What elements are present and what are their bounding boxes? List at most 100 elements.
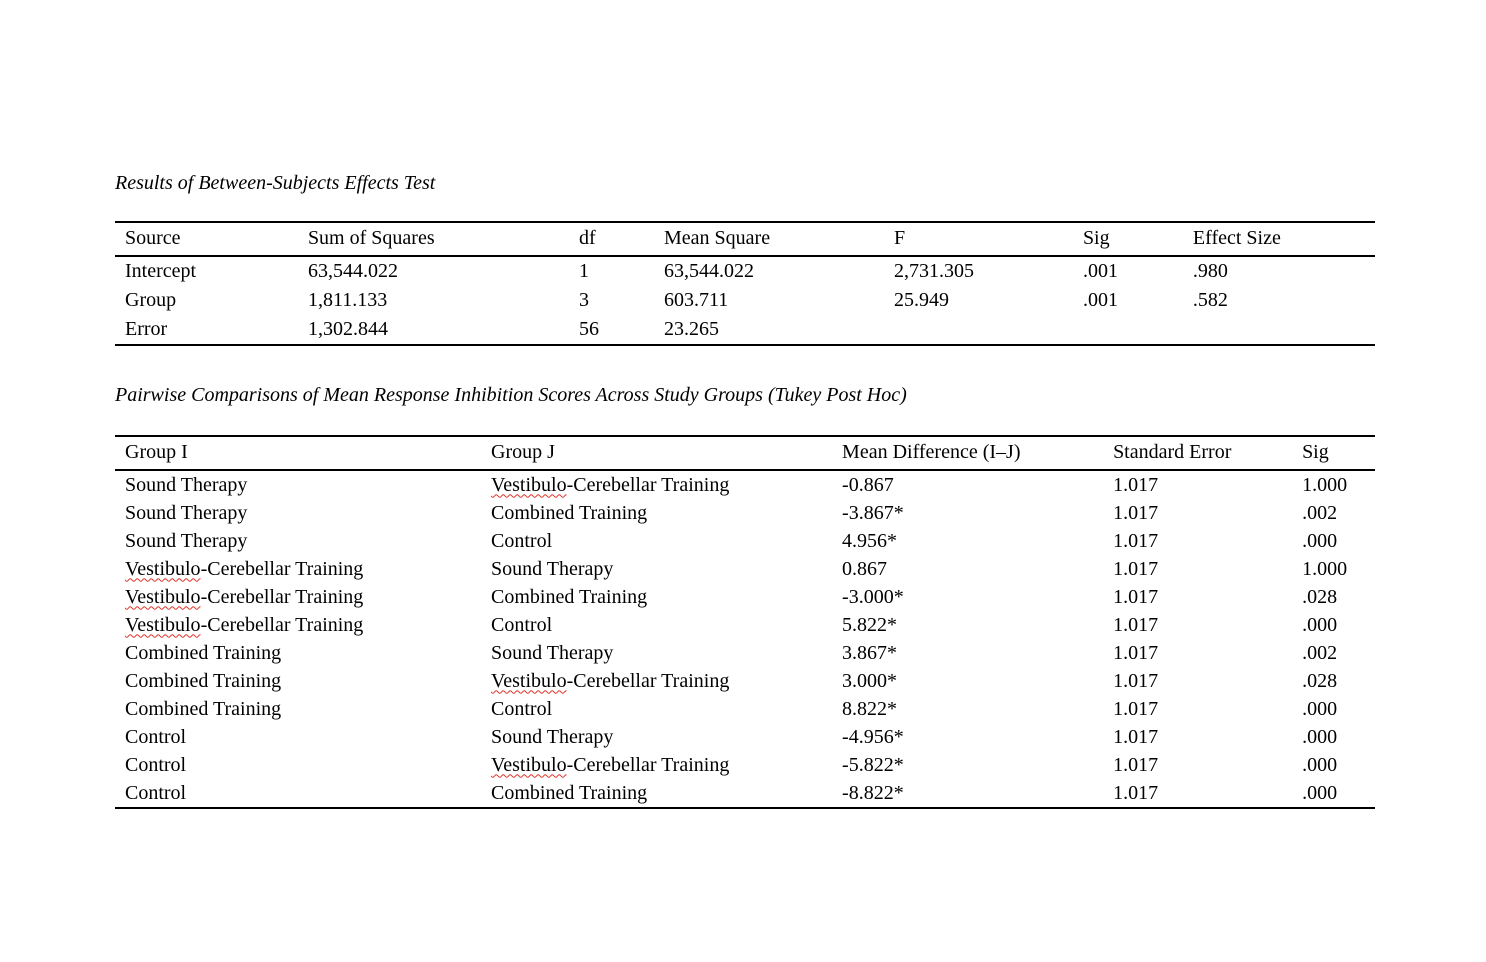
column-header: Mean Difference (I–J) xyxy=(832,436,1104,471)
table-cell: 1 xyxy=(578,260,589,282)
table-title-between-subjects: Results of Between-Subjects Effects Test xyxy=(115,172,436,194)
table-cell xyxy=(1183,315,1375,345)
table-row: Sound Therapy Control 4.956* 1.017 .000 xyxy=(115,527,1375,555)
table-cell xyxy=(884,315,1073,345)
header-row: Group I Group J Mean Difference (I–J) Stand… xyxy=(115,436,1375,471)
table-cell: Combined Training xyxy=(125,641,282,664)
table-cell: -4.956* xyxy=(842,725,904,748)
table-cell: 603.711 xyxy=(664,289,729,311)
table-row: Vestibulo-Cerebellar Training Control 5.82… xyxy=(115,611,1375,639)
table-cell: 1.000 xyxy=(1302,473,1348,496)
table-cell: 1,302.844 xyxy=(307,318,388,340)
table-cell: Sound Therapy xyxy=(125,473,248,496)
table-cell: .002 xyxy=(1302,641,1338,664)
table-cell: 56 xyxy=(578,318,599,340)
table-cell: 0.867 xyxy=(842,557,888,580)
table-cell: 1.017 xyxy=(1113,781,1159,804)
table-cell: .000 xyxy=(1302,725,1338,748)
column-header: Sum of Squares xyxy=(297,222,569,257)
table-row: Combined Training Sound Therapy 3.867* 1.01… xyxy=(115,639,1375,667)
misspelled-word: Vestibulo xyxy=(125,585,201,608)
pairwise-comparisons-table: Group I Group J Mean Difference (I–J) Stand… xyxy=(115,435,1375,809)
table-row: Combined Training Vestibulo-Cerebellar Tr… xyxy=(115,667,1375,695)
table-cell: Vestibulo-Cerebellar Training xyxy=(491,753,730,776)
table-cell: 1.017 xyxy=(1113,753,1159,776)
table-row: Sound Therapy Vestibulo-Cerebellar Traini… xyxy=(115,470,1375,499)
table-cell: .000 xyxy=(1302,753,1338,776)
table-cell: Vestibulo-Cerebellar Training xyxy=(125,613,364,636)
table-row: Intercept 63,544.022 1 63,544.022 2,731.305.… xyxy=(115,256,1375,286)
header-row: Source Sum of Squares df Mean Square F Sig Eff… xyxy=(115,222,1375,257)
table-cell: Control xyxy=(125,753,187,776)
table-cell: -3.867* xyxy=(842,501,904,524)
table-cell: Intercept xyxy=(125,260,197,282)
table-cell: .001 xyxy=(1082,260,1118,282)
table-cell: Control xyxy=(125,781,187,804)
table-cell: 63,544.022 xyxy=(307,260,398,282)
misspelled-word: Vestibulo xyxy=(125,557,201,580)
misspelled-word: Vestibulo xyxy=(491,669,567,692)
table-cell: 1.017 xyxy=(1113,557,1159,580)
table-cell: Vestibulo-Cerebellar Training xyxy=(125,585,364,608)
table-cell: .582 xyxy=(1192,289,1228,311)
table-cell: 3.867* xyxy=(842,641,898,664)
table-cell: .000 xyxy=(1302,613,1338,636)
table-row: Group 1,811.133 3 603.711 25.949 .001 .582 xyxy=(115,286,1375,315)
table-cell: 8.822* xyxy=(842,697,898,720)
column-header: df xyxy=(568,222,654,257)
table-cell: 1.017 xyxy=(1113,725,1159,748)
misspelled-word: Vestibulo xyxy=(491,473,567,496)
table-cell: -0.867 xyxy=(842,473,894,496)
table-cell: -5.822* xyxy=(842,753,904,776)
table-cell: Error xyxy=(125,318,168,340)
table-cell: .000 xyxy=(1302,697,1338,720)
table-cell: Control xyxy=(491,529,553,552)
table-cell: 25.949 xyxy=(893,289,949,311)
column-header: Sig xyxy=(1292,436,1375,471)
table-cell: 1.017 xyxy=(1113,585,1159,608)
table-cell: Control xyxy=(491,697,553,720)
table-cell: Sound Therapy xyxy=(125,501,248,524)
table-cell: 4.956* xyxy=(842,529,898,552)
table-row: Control Vestibulo-Cerebellar Training -5.8… xyxy=(115,751,1375,779)
table-cell: 3.000* xyxy=(842,669,898,692)
table-cell: 23.265 xyxy=(664,318,719,340)
misspelled-word: Vestibulo xyxy=(491,753,567,776)
table-cell: Combined Training xyxy=(125,669,282,692)
table-cell: .980 xyxy=(1192,260,1228,282)
table-cell: Sound Therapy xyxy=(491,725,614,748)
column-header: Mean Square xyxy=(654,222,884,257)
column-header: F xyxy=(883,222,1073,257)
table-title-pairwise-comparisons: Pairwise Comparisons of Mean Response In… xyxy=(115,384,907,406)
table-cell: 3 xyxy=(578,289,589,311)
between-subjects-effects-table: Source Sum of Squares df Mean Square F Sig Eff… xyxy=(115,221,1375,346)
column-header: Sig xyxy=(1072,222,1183,257)
table-row: Vestibulo-Cerebellar Training Sound Thera… xyxy=(115,555,1375,583)
column-header: Standard Error xyxy=(1103,436,1293,471)
table-cell: 1.017 xyxy=(1113,697,1159,720)
column-header: Source xyxy=(115,222,298,257)
table-cell: .002 xyxy=(1302,501,1338,524)
table-cell: Combined Training xyxy=(491,585,648,608)
table-cell: 2,731.305 xyxy=(893,260,974,282)
column-header: Effect Size xyxy=(1182,222,1375,257)
table-cell: Sound Therapy xyxy=(125,529,248,552)
table-cell: Control xyxy=(491,613,553,636)
table-cell: 5.822* xyxy=(842,613,898,636)
column-header: Group J xyxy=(481,436,833,471)
table-cell: Control xyxy=(125,725,187,748)
table-cell: 1.017 xyxy=(1113,529,1159,552)
table-cell: Vestibulo-Cerebellar Training xyxy=(491,669,730,692)
table-cell: Sound Therapy xyxy=(491,557,614,580)
table-cell: 1.017 xyxy=(1113,501,1159,524)
table-cell: .001 xyxy=(1082,289,1118,311)
table-cell: 1.017 xyxy=(1113,613,1159,636)
table-row: Combined Training Control 8.822* 1.017 .000 xyxy=(115,695,1375,723)
column-header: Group I xyxy=(115,436,482,471)
table-cell: 1.017 xyxy=(1113,473,1159,496)
table-cell: 1.017 xyxy=(1113,669,1159,692)
table-cell: 1.000 xyxy=(1302,557,1348,580)
table-row: Control Combined Training -8.822* 1.017 .000 xyxy=(115,779,1375,808)
misspelled-word: Vestibulo xyxy=(125,613,201,636)
